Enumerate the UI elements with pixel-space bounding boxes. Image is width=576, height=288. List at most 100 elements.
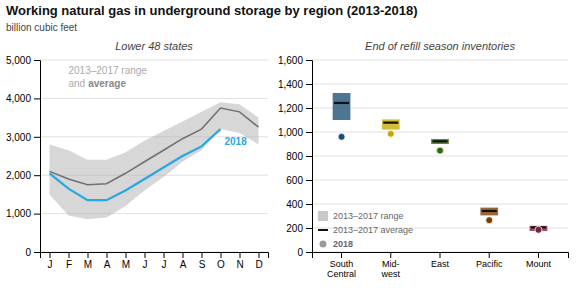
tick-label: J <box>48 259 53 270</box>
legend-swatch <box>318 229 328 231</box>
tick-mark <box>34 214 40 215</box>
average-tick <box>432 140 447 142</box>
x-tick: SouthCentral <box>327 252 356 279</box>
tick-mark <box>88 252 89 258</box>
grid-line <box>40 98 268 99</box>
tick-mark <box>145 252 146 258</box>
tick-mark <box>202 252 203 258</box>
y-tick: 1,600 <box>278 55 312 66</box>
grid-line <box>312 156 568 157</box>
tick-label-line: Central <box>327 269 356 279</box>
labels: 2018 2013–2017 range andaverage <box>69 65 248 147</box>
tick-mark <box>306 60 312 61</box>
x-tick: M <box>122 252 130 270</box>
tick-mark <box>306 252 312 253</box>
tick-mark <box>306 204 312 205</box>
x-tick: S <box>199 252 206 270</box>
tick-label: 0 <box>25 247 31 258</box>
tick-label: 1,200 <box>278 103 303 114</box>
tick-label: J <box>162 259 167 270</box>
x-tick: F <box>66 252 72 270</box>
legend: 2013–2017 range2013–2017 average2018 <box>318 211 413 249</box>
y-tick: 600 <box>286 175 312 186</box>
legend-swatch <box>320 241 327 248</box>
axis-domain <box>313 253 569 259</box>
subtitle: End of refill season inventories <box>365 40 515 52</box>
annotation: average <box>88 78 126 89</box>
panel: Lower 48 states01,0002,0003,0004,0005,00… <box>6 40 269 270</box>
grid <box>40 60 268 252</box>
y-tick: 400 <box>286 199 312 210</box>
y-axis: 01,0002,0003,0004,0005,000 <box>6 55 41 258</box>
x-tick: N <box>236 252 243 270</box>
y-tick: 5,000 <box>6 55 40 66</box>
dot <box>387 130 394 137</box>
range-area <box>50 102 259 219</box>
grid-line <box>312 132 568 133</box>
x-tick: Mid-west <box>381 252 401 279</box>
legend-item: 2013–2017 average <box>318 225 413 235</box>
legend-swatch <box>318 211 328 221</box>
annotation: 2013–2017 range <box>69 65 148 76</box>
tick-label: M <box>122 259 130 270</box>
tick-label: M <box>84 259 92 270</box>
average-tick <box>334 102 349 104</box>
tick-mark <box>34 60 40 61</box>
tick-mark <box>34 252 40 253</box>
tick-label-line: Mid- <box>382 259 400 269</box>
grid-line <box>312 84 568 85</box>
tick-label: D <box>255 259 262 270</box>
tick-mark <box>306 156 312 157</box>
dot <box>338 133 345 140</box>
tick-mark <box>306 180 312 181</box>
tick-label: 1,600 <box>278 55 303 66</box>
tick-label: 200 <box>286 223 303 234</box>
x-tick: O <box>217 252 225 270</box>
legend-label: 2013–2017 average <box>333 225 413 235</box>
tick-label: SouthCentral <box>327 259 356 279</box>
legend-item: 2018 <box>320 239 354 249</box>
tick-label: A <box>180 259 187 270</box>
tick-mark <box>34 137 40 138</box>
x-tick: J <box>143 252 148 270</box>
marks <box>333 93 548 233</box>
range-box <box>382 119 400 129</box>
tick-label: East <box>431 259 450 269</box>
panel: End of refill season inventories 0 200 400 6… <box>278 40 569 279</box>
tick-mark <box>221 252 222 258</box>
grid-line <box>40 60 268 61</box>
tick-mark <box>306 108 312 109</box>
dot <box>437 147 444 154</box>
y-tick: 2,000 <box>6 170 40 181</box>
average-tick <box>383 122 398 124</box>
grid-line <box>312 60 568 61</box>
tick-label: 1,000 <box>278 127 303 138</box>
tick-mark <box>489 252 490 258</box>
grid-line <box>312 204 568 205</box>
tick-label: 0 <box>297 247 303 258</box>
tick-label: 3,000 <box>6 132 31 143</box>
grid-line <box>312 180 568 181</box>
x-tick: Mount <box>526 252 552 269</box>
tick-mark <box>69 252 70 258</box>
title: Working natural gas in underground stora… <box>6 3 418 18</box>
chart: Working natural gas in underground stora… <box>0 0 576 288</box>
y-tick: 1,000 <box>6 208 40 219</box>
tick-mark <box>538 252 539 258</box>
tick-mark <box>164 252 165 258</box>
annotation: and <box>69 78 86 89</box>
y-tick: 200 <box>286 223 312 234</box>
y-tick: 1,200 <box>278 103 312 114</box>
tick-mark <box>390 252 391 258</box>
tick-label-line: west <box>381 269 401 279</box>
tick-label: Mid-west <box>381 259 401 279</box>
tick-mark <box>126 252 127 258</box>
line-label: 2018 <box>225 136 248 147</box>
x-tick: M <box>84 252 92 270</box>
x-tick: A <box>104 252 111 270</box>
subtitle: Lower 48 states <box>115 40 193 52</box>
tick-label: 800 <box>286 151 303 162</box>
tick-label: F <box>66 259 72 270</box>
y-axis: 02004006008001,0001,2001,4001,600 <box>278 55 313 258</box>
y-tick: 0 <box>297 247 312 258</box>
